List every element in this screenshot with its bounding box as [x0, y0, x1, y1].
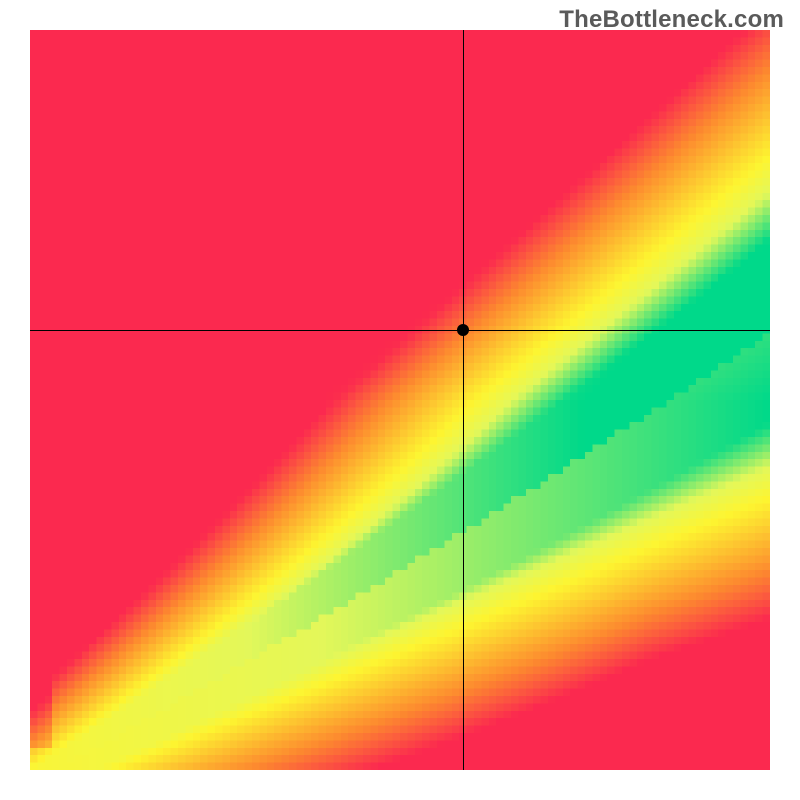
heatmap-canvas [30, 30, 770, 770]
crosshair-horizontal [30, 330, 770, 331]
heatmap-plot [30, 30, 770, 770]
crosshair-marker [457, 324, 469, 336]
crosshair-vertical [463, 30, 464, 770]
